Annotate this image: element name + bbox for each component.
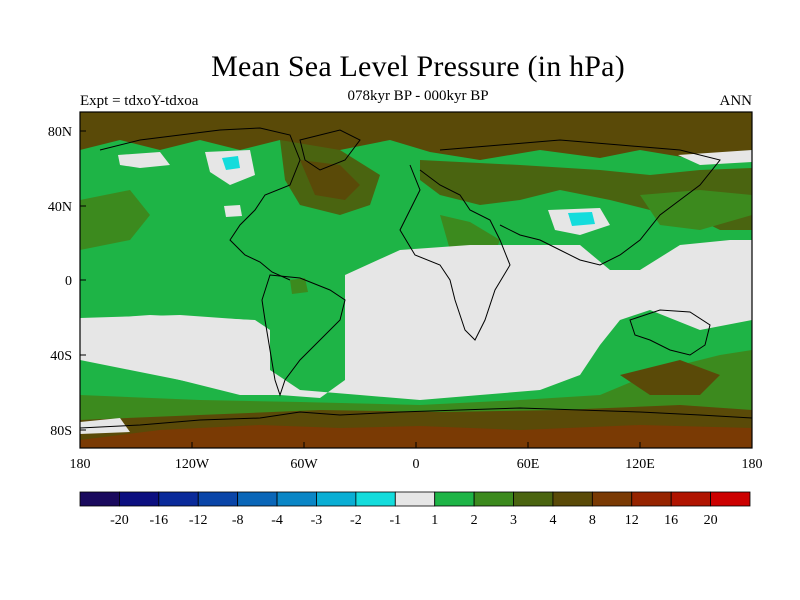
colorbar-box: [119, 491, 160, 507]
tibet-low: [568, 212, 595, 226]
south-pacific-high: [620, 360, 720, 395]
lat-label-80s: 80S: [50, 424, 72, 439]
lat-axis: 80N 40N 0 40S 80S: [48, 125, 86, 439]
lon-label-120w: 120W: [175, 457, 210, 472]
arctic-high-band: [80, 112, 752, 175]
colorbar-label: 4: [549, 513, 556, 528]
lon-label-180e: 180: [742, 457, 763, 472]
colorbar: -20 -16 -12 -8 -4 -3 -2 -1 1 2 3 4 8 12 16 20: [79, 491, 751, 528]
australia-coast: [629, 309, 711, 356]
asia-high: [420, 160, 752, 230]
colorbar-label: -20: [110, 513, 129, 528]
lat-label-40n: 40N: [48, 200, 72, 215]
antarctic-deep: [80, 425, 752, 448]
south-america-coast: [261, 274, 346, 397]
lon-label-60e: 60E: [517, 457, 540, 472]
greenland-coast: [299, 129, 361, 171]
colorbar-label: -3: [311, 513, 323, 528]
lat-label-40s: 40S: [50, 349, 72, 364]
colorbar-box: [316, 491, 357, 507]
colorbar-box: [434, 491, 475, 507]
lat-label-0: 0: [65, 274, 72, 289]
lat-label-80n: 80N: [48, 125, 72, 140]
colorbar-label: -12: [189, 513, 208, 528]
antarctica-coast: [80, 407, 752, 429]
colorbar-box: [591, 491, 633, 507]
colorbar-box: [355, 491, 396, 507]
colorbar-box: [197, 491, 239, 507]
south-pacific-neutral-left: [80, 418, 130, 434]
map-title: Mean Sea Level Pressure (in hPa): [211, 50, 625, 83]
colorbar-box: [79, 491, 120, 507]
pressure-field: [80, 112, 752, 448]
colorbar-label: -16: [149, 513, 168, 528]
colorbar-box: [631, 491, 672, 507]
colorbar-label: 20: [704, 513, 718, 528]
colorbar-box: [237, 491, 278, 507]
north-atlantic-core: [300, 160, 360, 200]
lon-label-60w: 60W: [290, 457, 318, 472]
colorbar-label: 8: [589, 513, 596, 528]
coastlines: [80, 127, 752, 429]
sa-pacific-neutral: [80, 315, 270, 390]
pacific-neutral-patch: [118, 152, 170, 168]
colorbar-label: -1: [389, 513, 401, 528]
colorbar-label: 1: [431, 513, 438, 528]
lon-label-120e: 120E: [625, 457, 655, 472]
period-label: 078kyr BP - 000kyr BP: [347, 88, 489, 104]
lon-axis: 180 120W 60W 0 60E 120E 180: [70, 442, 763, 472]
colorbar-box: [276, 491, 317, 507]
colorbar-box: [670, 491, 711, 507]
colorbar-box: [513, 491, 554, 507]
colorbar-box: [710, 491, 751, 507]
north-america-coast: [99, 127, 301, 281]
colorbar-label: 3: [510, 513, 517, 528]
colorbar-box: [473, 491, 514, 507]
colorbar-box: [394, 491, 436, 507]
colorbar-label: -2: [350, 513, 362, 528]
asia-coast: [439, 139, 721, 266]
season-label: ANN: [719, 93, 753, 109]
colorbar-label: -4: [271, 513, 283, 528]
colorbar-label: 2: [471, 513, 478, 528]
north-pacific-high: [80, 190, 150, 250]
colorbar-label: 12: [625, 513, 639, 528]
colorbar-label: -8: [232, 513, 244, 528]
colorbar-box: [158, 491, 199, 507]
atlantic-small-patch: [224, 205, 242, 217]
colorbar-box: [552, 491, 593, 507]
pacific-east-high: [640, 190, 752, 230]
colorbar-label: 16: [664, 513, 678, 528]
hudson-low: [222, 156, 240, 170]
lon-label-180w: 180: [70, 457, 91, 472]
europe-africa-coast: [399, 164, 511, 341]
lon-label-0: 0: [413, 457, 420, 472]
experiment-label: Expt = tdxoY-tdxoa: [80, 93, 199, 109]
sa-high-spot: [290, 278, 308, 294]
